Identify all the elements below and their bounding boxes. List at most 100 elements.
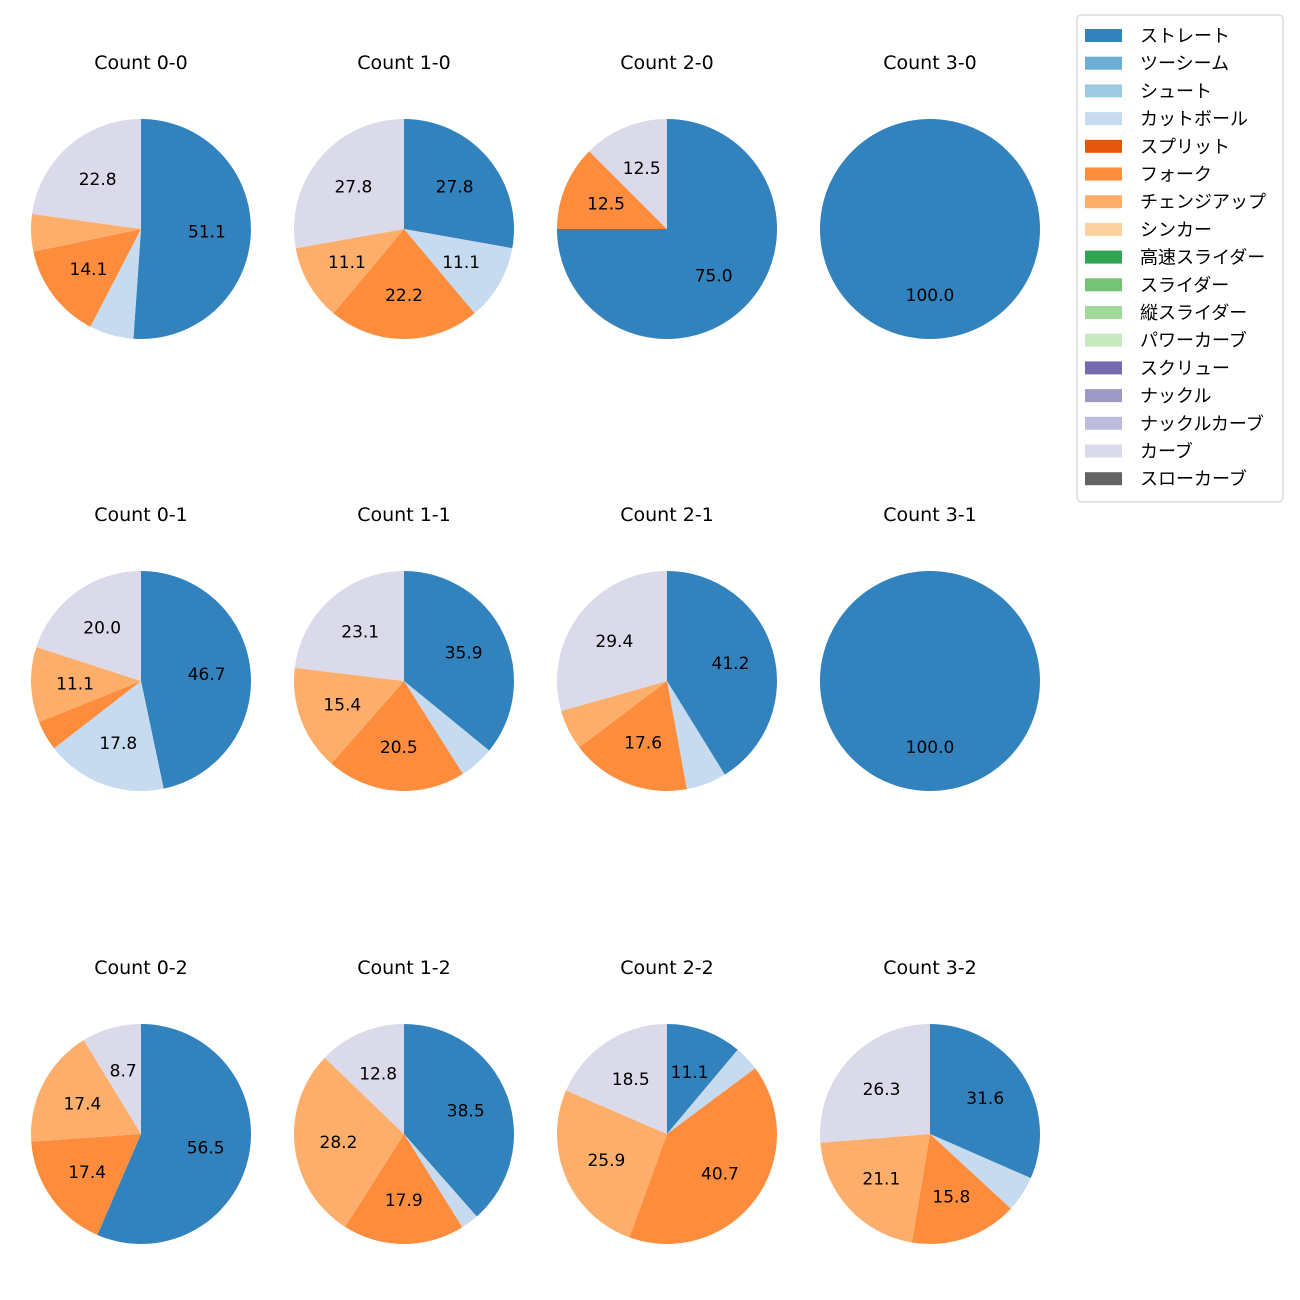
- pie-title: Count 2-2: [620, 957, 714, 979]
- pie-chart: Count 1-0 27.8 11.1 22.2 11.1 27.8: [294, 52, 514, 339]
- pie-title: Count 3-0: [883, 52, 977, 74]
- pie-title: Count 1-2: [357, 957, 451, 979]
- pie-slice: [667, 1049, 756, 1134]
- pie-slice: [294, 119, 404, 249]
- legend-swatch: [1085, 84, 1122, 98]
- pie-slice: [404, 229, 513, 314]
- pie-slice: [566, 1024, 667, 1134]
- pie-slice-label: 40.7: [701, 1164, 739, 1184]
- pie-slice-label: 56.5: [187, 1138, 225, 1158]
- pie-title: Count 3-2: [883, 957, 977, 979]
- pie-slice: [820, 1134, 930, 1243]
- pie-slice: [404, 681, 490, 774]
- legend-swatch: [1085, 112, 1122, 126]
- pie-slice: [930, 1024, 1040, 1179]
- pie-title: Count 2-0: [620, 52, 714, 74]
- pie-slice: [667, 1024, 738, 1134]
- legend-swatch: [1085, 56, 1122, 70]
- pie-slice: [33, 229, 141, 327]
- legend-label: ストレート: [1140, 26, 1230, 47]
- pie-slice-label: 14.1: [70, 260, 108, 280]
- pie-slice-label: 12.5: [623, 159, 661, 179]
- pie-title: Count 2-1: [620, 504, 714, 526]
- pie-slice: [404, 1024, 514, 1217]
- pie-slice: [294, 1057, 404, 1227]
- legend-label: カットボール: [1140, 109, 1248, 130]
- legend-label: 縦スライダー: [1140, 303, 1247, 324]
- pie-slice-label: 35.9: [445, 644, 483, 664]
- pie-slice: [819, 1024, 930, 1143]
- pie-slice-label: 26.3: [863, 1080, 901, 1100]
- pie-slice-label: 15.8: [932, 1187, 970, 1207]
- pie-slice-label: 46.7: [188, 665, 226, 685]
- legend-swatch: [1085, 472, 1122, 486]
- legend-label: シュート: [1140, 81, 1212, 102]
- pie-slice: [404, 119, 514, 249]
- pie-chart: Count 1-1 35.9 20.5 15.4 23.1: [293, 504, 515, 791]
- pie-slice-label: 20.5: [380, 738, 418, 758]
- legend-swatch: [1085, 222, 1122, 236]
- legend-label: 高速スライダー: [1140, 248, 1265, 269]
- pie-slice-label: 100.0: [906, 738, 955, 758]
- pie-slice: [141, 571, 251, 789]
- pie-slice-label: 38.5: [447, 1102, 485, 1122]
- pie-slice-label: 15.4: [323, 696, 361, 716]
- legend-label: スライダー: [1140, 275, 1229, 296]
- pie-chart: Count 2-2 11.1 40.7 25.9 18.5: [557, 957, 778, 1245]
- pie-slice-label: 75.0: [695, 267, 733, 287]
- pie-slice-label: 11.1: [328, 253, 366, 273]
- legend-swatch: [1085, 278, 1122, 292]
- pie-slice-label: 29.4: [595, 632, 633, 652]
- pie-slice-label: 18.5: [612, 1070, 650, 1090]
- pie-slice: [97, 1024, 252, 1244]
- pie-slice: [30, 647, 141, 723]
- pie-chart: Count 0-0 51.1 14.1 22.8: [31, 52, 251, 339]
- legend-frame: [1076, 14, 1284, 503]
- legend-label: フォーク: [1140, 165, 1212, 186]
- legend-label: ナックルカーブ: [1140, 413, 1264, 435]
- pie-slice: [667, 681, 725, 790]
- pie-slice-label: 17.8: [99, 734, 137, 754]
- pie-slice-label: 27.8: [436, 178, 474, 198]
- pie-slice: [31, 1134, 141, 1235]
- legend-swatch: [1085, 250, 1122, 264]
- pie-title: Count 0-0: [94, 52, 188, 74]
- pie-slice: [36, 571, 141, 681]
- pie-title: Count 0-2: [94, 957, 188, 979]
- pie-title: Count 1-0: [357, 52, 451, 74]
- pie-slice: [589, 119, 667, 229]
- legend-label: スクリュー: [1140, 358, 1230, 379]
- pie-chart: Count 2-1 41.2 17.6 29.4: [557, 504, 778, 792]
- legend-swatch: [1085, 167, 1122, 181]
- pie-chart: Count 1-2 38.5 17.9 28.2 12.8: [294, 957, 514, 1245]
- legend-label: スプリット: [1140, 137, 1230, 158]
- pie-slice: [557, 571, 667, 712]
- pie-slice: [133, 119, 251, 339]
- legend-swatch: [1085, 306, 1122, 319]
- pie-slice: [629, 1068, 778, 1245]
- pie-slice-label: 8.7: [110, 1061, 137, 1081]
- pie-slice: [820, 119, 1040, 339]
- legend-swatch: [1085, 389, 1122, 403]
- pie-slice: [30, 1040, 141, 1142]
- pie-slice: [294, 571, 404, 681]
- pie-slice-label: 23.1: [341, 623, 379, 643]
- pie-slice: [911, 1134, 1011, 1244]
- pie-slice: [561, 681, 667, 748]
- pie-slice: [32, 119, 141, 229]
- legend-label: チェンジアップ: [1140, 192, 1266, 213]
- pie-chart: Count 3-0 100.0: [820, 52, 1040, 339]
- pie-slice: [930, 1134, 1031, 1209]
- legend-swatch: [1085, 333, 1122, 347]
- legend-swatch: [1085, 139, 1122, 153]
- pie-slice: [557, 1090, 667, 1238]
- pie-slice-label: 22.8: [79, 170, 117, 190]
- pie-slice: [404, 1134, 477, 1228]
- pie-slice: [38, 681, 142, 749]
- pie-slice: [557, 151, 667, 229]
- legend: ストレートツーシームシュートカットボールスプリットフォークチェンジアップシンカー…: [1076, 14, 1284, 503]
- legend-label: カーブ: [1140, 441, 1193, 463]
- pie-slice: [293, 667, 404, 764]
